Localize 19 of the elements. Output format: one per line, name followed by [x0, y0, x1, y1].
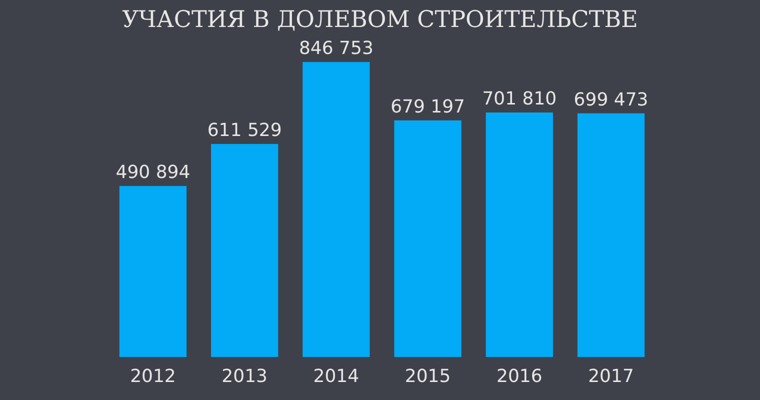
bar [486, 112, 553, 357]
x-tick-label: 2012 [130, 366, 176, 387]
bar [394, 120, 462, 357]
x-tick-label: 2015 [404, 366, 451, 387]
data-label: 490 894 [116, 162, 190, 183]
x-tick-label: 2016 [496, 366, 542, 387]
data-label: 846 753 [298, 38, 374, 59]
data-label: 679 197 [390, 96, 466, 118]
data-label: 699 473 [574, 89, 648, 110]
bar [302, 62, 370, 357]
bar [119, 186, 187, 357]
data-label: 701 810 [482, 88, 557, 110]
x-tick-label: 2013 [222, 366, 268, 387]
x-tick-label: 2014 [313, 366, 360, 387]
bar [577, 113, 645, 357]
data-label: 611 529 [207, 120, 282, 141]
bar [211, 144, 278, 357]
chart-title: УЧАСТИЯ В ДОЛЕВОМ СТРОИТЕЛЬСТВЕ [122, 7, 638, 33]
x-tick-label: 2017 [588, 366, 634, 387]
